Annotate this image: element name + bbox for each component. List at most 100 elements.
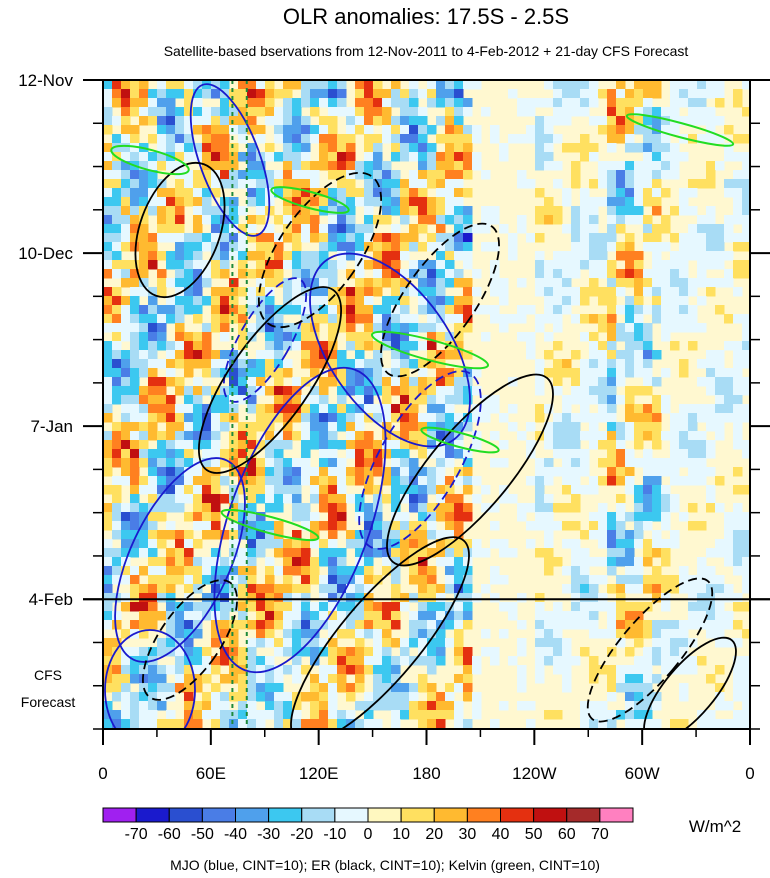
anomaly-cell <box>625 134 635 144</box>
anomaly-cell <box>688 404 698 414</box>
anomaly-cell <box>742 557 750 567</box>
anomaly-cell <box>616 215 626 225</box>
anomaly-cell <box>139 512 149 522</box>
anomaly-cell <box>544 530 554 540</box>
anomaly-cell <box>445 116 455 126</box>
anomaly-cell <box>373 386 383 396</box>
anomaly-cell <box>445 170 455 180</box>
anomaly-cell <box>589 557 599 567</box>
anomaly-cell <box>319 575 329 585</box>
anomaly-cell <box>130 404 140 414</box>
anomaly-cell <box>616 332 626 342</box>
anomaly-cell <box>409 683 419 693</box>
anomaly-cell <box>418 476 428 486</box>
anomaly-cell <box>535 638 545 648</box>
anomaly-cell <box>382 170 392 180</box>
anomaly-cell <box>103 386 113 396</box>
anomaly-cell <box>652 116 662 126</box>
anomaly-cell <box>355 449 365 459</box>
anomaly-cell <box>148 575 158 585</box>
anomaly-cell <box>616 251 626 261</box>
anomaly-cell <box>382 161 392 171</box>
anomaly-cell <box>544 215 554 225</box>
anomaly-cell <box>364 539 374 549</box>
anomaly-cell <box>535 503 545 513</box>
anomaly-cell <box>220 611 230 621</box>
anomaly-cell <box>229 152 239 162</box>
anomaly-cell <box>688 314 698 324</box>
anomaly-cell <box>616 179 626 189</box>
anomaly-cell <box>247 116 257 126</box>
anomaly-cell <box>328 593 338 603</box>
anomaly-cell <box>193 260 203 270</box>
anomaly-cell <box>211 404 221 414</box>
anomaly-cell <box>562 566 572 576</box>
anomaly-cell <box>112 575 122 585</box>
anomaly-cell <box>202 386 212 396</box>
anomaly-cell <box>463 656 473 666</box>
anomaly-cell <box>400 89 410 99</box>
anomaly-cell <box>454 80 464 90</box>
anomaly-cell <box>607 143 617 153</box>
anomaly-cell <box>643 692 653 702</box>
anomaly-cell <box>544 710 554 720</box>
anomaly-cell <box>427 440 437 450</box>
anomaly-cell <box>148 98 158 108</box>
anomaly-cell <box>715 620 725 630</box>
anomaly-cell <box>274 584 284 594</box>
anomaly-cell <box>463 683 473 693</box>
anomaly-cell <box>157 665 167 675</box>
anomaly-cell <box>526 305 536 315</box>
anomaly-cell <box>220 368 230 378</box>
anomaly-cell <box>256 719 266 729</box>
anomaly-cell <box>544 305 554 315</box>
anomaly-cell <box>454 719 464 729</box>
anomaly-cell <box>310 530 320 540</box>
anomaly-cell <box>202 494 212 504</box>
anomaly-cell <box>607 269 617 279</box>
anomaly-cell <box>733 89 743 99</box>
anomaly-cell <box>472 593 482 603</box>
anomaly-cell <box>247 323 257 333</box>
anomaly-cell <box>589 593 599 603</box>
anomaly-cell <box>724 638 734 648</box>
anomaly-cell <box>688 116 698 126</box>
anomaly-cell <box>292 530 302 540</box>
anomaly-cell <box>184 629 194 639</box>
anomaly-cell <box>274 269 284 279</box>
anomaly-cell <box>238 233 248 243</box>
anomaly-cell <box>589 440 599 450</box>
anomaly-cell <box>535 269 545 279</box>
anomaly-cell <box>571 593 581 603</box>
anomaly-cell <box>301 152 311 162</box>
anomaly-cell <box>418 656 428 666</box>
anomaly-cell <box>220 719 230 729</box>
anomaly-cell <box>175 467 185 477</box>
anomaly-cell <box>634 602 644 612</box>
anomaly-cell <box>571 368 581 378</box>
anomaly-cell <box>211 305 221 315</box>
anomaly-cell <box>562 665 572 675</box>
anomaly-cell <box>544 458 554 468</box>
anomaly-cell <box>328 665 338 675</box>
anomaly-cell <box>328 143 338 153</box>
anomaly-cell <box>463 125 473 135</box>
anomaly-cell <box>256 215 266 225</box>
anomaly-cell <box>103 296 113 306</box>
anomaly-cell <box>328 440 338 450</box>
anomaly-cell <box>706 467 716 477</box>
anomaly-cell <box>373 80 383 90</box>
anomaly-cell <box>571 314 581 324</box>
anomaly-cell <box>292 296 302 306</box>
anomaly-cell <box>625 242 635 252</box>
anomaly-cell <box>418 620 428 630</box>
anomaly-cell <box>148 368 158 378</box>
anomaly-cell <box>346 197 356 207</box>
contour-line <box>220 508 320 542</box>
anomaly-cell <box>616 197 626 207</box>
anomaly-cell <box>643 377 653 387</box>
anomaly-cell <box>445 692 455 702</box>
anomaly-cell <box>715 350 725 360</box>
anomaly-cell <box>706 413 716 423</box>
anomaly-cell <box>391 683 401 693</box>
